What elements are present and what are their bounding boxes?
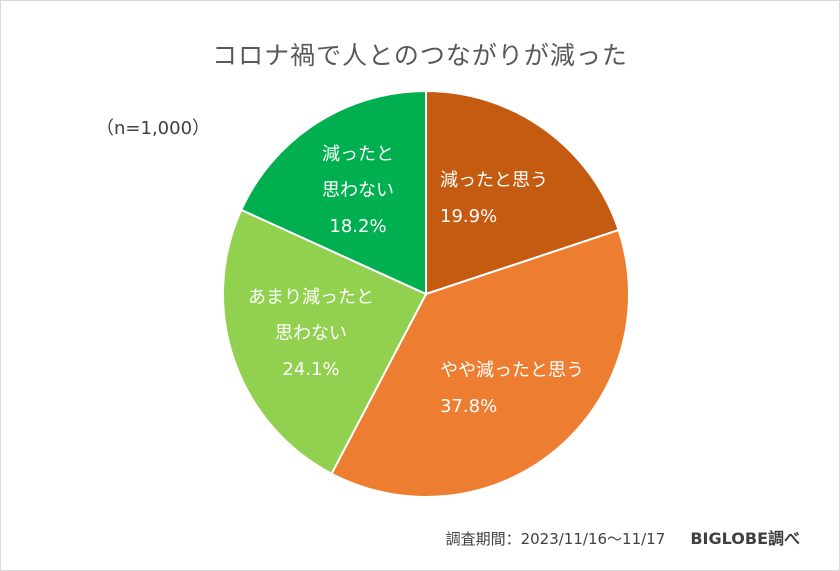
slice-label-1: 減ったと思う 19.9% [440, 170, 548, 227]
slice-category-label: やや減ったと思う [440, 360, 584, 381]
slice-category-label: 減ったと [322, 144, 394, 165]
slice-value-label: 37.8% [440, 396, 497, 417]
chart-title: コロナ禍で人とのつながりが減った [212, 41, 628, 70]
slice-value-label: 19.9% [440, 206, 497, 227]
pie-slice-1 [425, 89, 620, 296]
sample-size-note: （n=1,000） [96, 118, 211, 139]
slice-label-4: 減ったと思わない 18.2% [322, 144, 394, 237]
pie-slice-3 [222, 208, 428, 476]
slice-label-3: あまり減ったと思わない 24.1% [248, 287, 374, 380]
survey-period: 調査期間：2023/11/16〜11/17 [445, 530, 666, 548]
slice-category-label: あまり減ったと [248, 287, 374, 308]
slice-value-label: 24.1% [282, 359, 339, 380]
footer: 調査期間：2023/11/16〜11/17 BIGLOBE調べ [446, 525, 800, 549]
slice-label-2: やや減ったと思う 37.8% [440, 360, 584, 417]
pie-slice-2 [330, 228, 630, 498]
slice-category-label: 減ったと思う [440, 170, 548, 191]
slice-value-label: 18.2% [329, 216, 386, 237]
pie-slice-4 [239, 89, 427, 296]
source-credit: BIGLOBE調べ [690, 529, 800, 548]
slice-category-label: 思わない [322, 180, 394, 201]
slice-category-label: 思わない [275, 323, 347, 344]
